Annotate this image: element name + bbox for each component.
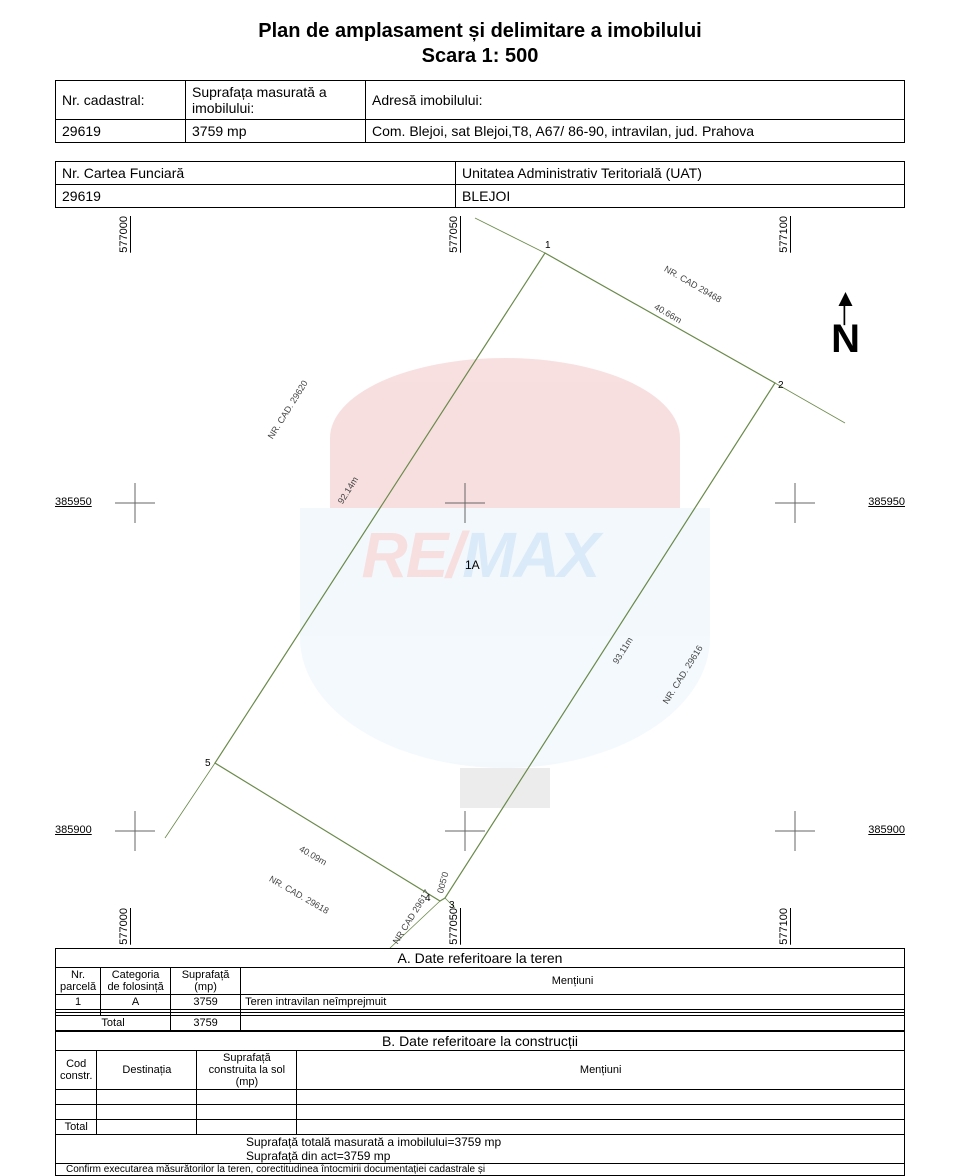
cell-uat-label: Unitatea Administrativ Teritorială (UAT) xyxy=(456,162,905,185)
footer-cutoff: Confirm executarea măsurătorilor la tere… xyxy=(55,1164,905,1176)
table-row: 1 A 3759 Teren intravilan neîmprejmuit xyxy=(56,995,905,1010)
constr-table: B. Date referitoare la construcții Cod c… xyxy=(55,1031,905,1135)
teren-h-c2: Categoria de folosință xyxy=(101,968,171,995)
teren-r0-c4: Teren intravilan neîmprejmuit xyxy=(241,995,905,1010)
constr-h-c2: Destinația xyxy=(97,1051,197,1090)
header-info-table-1: Nr. cadastral: Suprafața masurată a imob… xyxy=(55,80,905,143)
constr-h-c4: Mențiuni xyxy=(297,1051,905,1090)
point-5: 5 xyxy=(205,758,211,769)
teren-table: A. Date referitoare la teren Nr. parcelă… xyxy=(55,948,905,1031)
teren-r0-c3: 3759 xyxy=(171,995,241,1010)
teren-total-label: Total xyxy=(56,1016,171,1031)
cell-nr-cadastral-label: Nr. cadastral: xyxy=(56,81,186,120)
constr-h-c3: Suprafață construita la sol (mp) xyxy=(197,1051,297,1090)
teren-total-value: 3759 xyxy=(171,1016,241,1031)
table-row-total: Total 3759 xyxy=(56,1016,905,1031)
page-title: Plan de amplasament și delimitare a imob… xyxy=(55,20,905,43)
parcel-label: 1A xyxy=(465,558,480,572)
point-2: 2 xyxy=(778,380,784,391)
cadastral-plan-page: Plan de amplasament și delimitare a imob… xyxy=(0,0,960,1158)
section-a-title: A. Date referitoare la teren xyxy=(56,949,905,968)
section-b-title: B. Date referitoare la construcții xyxy=(56,1032,905,1051)
teren-r0-c1: 1 xyxy=(56,995,101,1010)
constr-h-c1: Cod constr. xyxy=(56,1051,97,1090)
teren-h-c3: Suprafață (mp) xyxy=(171,968,241,995)
teren-h-c1: Nr. parcelă xyxy=(56,968,101,995)
point-3: 3 xyxy=(449,900,455,911)
point-1: 1 xyxy=(545,240,551,251)
cell-cf-value: 29619 xyxy=(56,185,456,208)
footer-box: Suprafață totală masurată a imobilului=3… xyxy=(55,1135,905,1164)
map-svg: 1 2 3 4 5 xyxy=(55,208,905,948)
teren-h-c4: Mențiuni xyxy=(241,968,905,995)
cell-uat-value: BLEJOI xyxy=(456,185,905,208)
footer-line-1: Suprafață totală masurată a imobilului=3… xyxy=(56,1135,904,1149)
cell-nr-cadastral-value: 29619 xyxy=(56,120,186,143)
scale-label: Scara 1: 500 xyxy=(55,45,905,68)
footer-line-2: Suprafață din act=3759 mp xyxy=(56,1149,904,1163)
teren-r0-c2: A xyxy=(101,995,171,1010)
table-row xyxy=(56,1105,905,1120)
map-area: RE/MAX 577000 577050 577100 577000 57705… xyxy=(55,208,905,948)
cell-adresa-label: Adresă imobilului: xyxy=(366,81,905,120)
header-info-table-2: Nr. Cartea Funciară Unitatea Administrat… xyxy=(55,161,905,208)
parcel-polygon xyxy=(215,253,775,901)
cell-suprafata-label: Suprafața masurată a imobilului: xyxy=(186,81,366,120)
table-row-total: Total xyxy=(56,1120,905,1135)
cell-cf-label: Nr. Cartea Funciară xyxy=(56,162,456,185)
table-row xyxy=(56,1090,905,1105)
cell-suprafata-value: 3759 mp xyxy=(186,120,366,143)
constr-total-label: Total xyxy=(56,1120,97,1135)
cell-adresa-value: Com. Blejoi, sat Blejoi,T8, A67/ 86-90, … xyxy=(366,120,905,143)
